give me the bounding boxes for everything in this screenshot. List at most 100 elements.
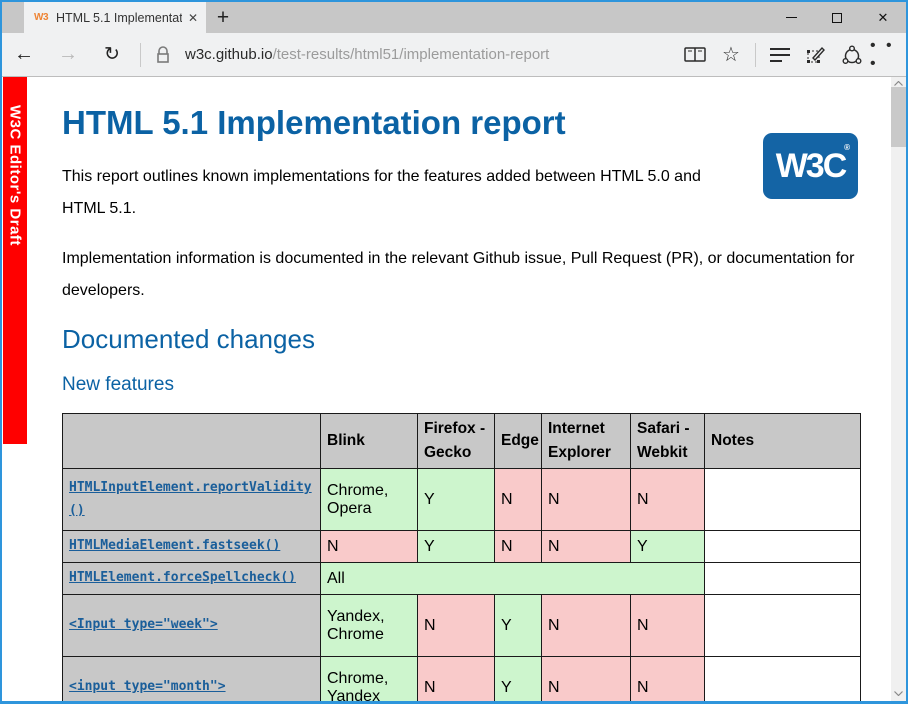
back-icon: ← [14,43,34,65]
table-row: <Input type="week"> Yandex, Chrome N Y N N [62,594,861,658]
forward-icon: → [58,43,78,65]
toolbar: ← → ↻ w3c.github.io/test-results/html51/… [2,33,906,77]
minimize-icon [785,17,797,18]
add-favorite-button[interactable]: ☆ [713,45,749,65]
titlebar-drag-area [240,2,768,33]
feature-cell: HTMLMediaElement.fastseek() [62,530,321,564]
tab-close-icon[interactable]: ✕ [187,10,198,25]
feature-link[interactable]: <Input type="week"> [69,617,218,633]
w3c-favicon-icon: W3 [34,12,49,23]
support-cell: Chrome, Yandex [320,656,418,701]
w3c-logo-text: W3C [775,146,848,185]
column-header-firefox-gecko: Firefox - Gecko [417,412,495,470]
support-cell [704,594,861,658]
feature-cell: <Input type="week"> [62,594,321,658]
w3c-logo: W3C ® [763,133,858,199]
support-cell: N [630,594,705,658]
reading-view-button[interactable] [677,46,713,64]
support-cell: Chrome, Opera [320,468,418,532]
close-icon: ✕ [877,10,889,25]
column-header-feature [62,412,321,470]
book-icon [684,46,706,62]
w3c-editors-draft-banner: W3C Editor's Draft [3,77,27,444]
column-header-internet-explorer: Internet Explorer [541,412,631,470]
scroll-up-icon[interactable] [891,77,906,89]
page-viewport: W3C Editor's Draft W3C ® HTML 5.1 Implem… [2,77,906,701]
feature-link[interactable]: HTMLElement.forceSpellcheck() [69,570,296,586]
support-cell [704,468,861,532]
w3c-logo-trademark: ® [844,143,850,152]
support-cell: All [320,562,705,596]
more-actions-button[interactable]: • • • [870,37,906,73]
support-cell: N [417,656,495,701]
titlebar: W3 HTML 5.1 Implementati ✕ + ✕ [2,2,906,33]
support-cell: Y [417,530,495,564]
banner-label: W3C Editor's Draft [6,105,24,246]
scroll-down-icon[interactable] [891,687,906,699]
support-cell: N [541,530,631,564]
toolbar-separator [755,42,756,67]
feature-link[interactable]: <input type="month"> [69,679,226,695]
feature-cell: HTMLInputElement.reportValidity () [62,468,321,532]
tab-title: HTML 5.1 Implementati [56,10,182,25]
column-header-blink: Blink [320,412,418,470]
close-button[interactable]: ✕ [860,2,906,33]
support-cell: Y [417,468,495,532]
support-cell: N [494,530,542,564]
back-button[interactable]: ← [2,43,46,66]
column-header-notes: Notes [704,412,861,470]
refresh-icon: ↻ [104,44,120,65]
feature-cell: HTMLElement.forceSpellcheck() [62,562,321,596]
vertical-scrollbar[interactable] [891,77,906,701]
support-cell: N [541,656,631,701]
column-header-edge: Edge [494,412,542,470]
support-cell: N [630,468,705,532]
share-button[interactable] [834,44,870,66]
table-row: HTMLElement.forceSpellcheck() All [62,562,861,596]
support-cell: N [541,468,631,532]
ellipsis-icon: • • • [870,36,895,72]
subsection-heading-new-features: New features [62,374,174,395]
web-note-icon [807,46,825,63]
support-cell: N [541,594,631,658]
section-heading-documented-changes: Documented changes [62,324,315,354]
support-cell: Y [494,656,542,701]
support-cell: Y [630,530,705,564]
support-cell: N [320,530,418,564]
scrollbar-thumb[interactable] [891,87,906,147]
maximize-button[interactable] [814,2,860,33]
support-cell: Y [494,594,542,658]
refresh-button[interactable]: ↻ [90,43,134,66]
hub-button[interactable] [762,47,798,62]
new-features-table: Blink Firefox - Gecko Edge Internet Expl… [62,412,861,701]
feature-cell: <input type="month"> [62,656,321,701]
forward-button[interactable]: → [46,43,90,66]
share-icon [842,45,862,64]
table-body: HTMLInputElement.reportValidity () Chrome… [62,468,861,701]
table-row: HTMLMediaElement.fastseek() N Y N N Y [62,530,861,564]
report-document: W3C ® HTML 5.1 Implementation report Thi… [2,103,906,701]
address-bar[interactable]: w3c.github.io/test-results/html51/implem… [185,46,549,63]
browser-tab[interactable]: W3 HTML 5.1 Implementati ✕ [24,2,206,33]
support-cell [704,530,861,564]
support-cell: N [630,656,705,701]
url-domain: w3c.github.io [185,46,273,63]
implementation-info-paragraph: Implementation information is documented… [62,250,855,299]
page-title: HTML 5.1 Implementation report [62,104,566,141]
column-header-safari-webkit: Safari - Webkit [630,412,705,470]
table-row: <input type="month"> Chrome, Yandex N Y N N [62,656,861,701]
https-lock-icon [147,45,179,64]
url-path: /test-results/html51/implementation-repo… [272,46,550,63]
table-row: HTMLInputElement.reportValidity () Chrome… [62,468,861,532]
intro-paragraph: This report outlines known implementatio… [62,168,701,217]
feature-link[interactable]: HTMLMediaElement.fastseek() [69,538,281,554]
support-cell [704,656,861,701]
web-note-button[interactable] [798,45,834,65]
new-tab-button[interactable]: + [216,5,230,29]
support-cell: Yandex, Chrome [320,594,418,658]
hub-icon [770,47,790,62]
minimize-button[interactable] [768,2,814,33]
feature-link[interactable]: HTMLInputElement.reportValidity () [69,480,312,518]
table-header-row: Blink Firefox - Gecko Edge Internet Expl… [62,412,861,470]
